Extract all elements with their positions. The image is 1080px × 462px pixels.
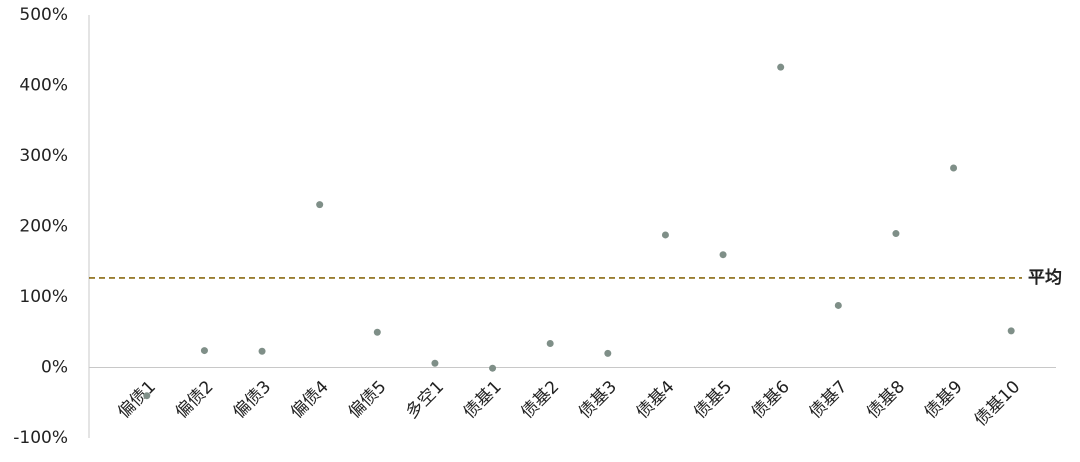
x-tick-label: 债基3 [575, 377, 621, 423]
dot [200, 347, 208, 355]
dot [777, 63, 785, 71]
x-tick-label: 债基1 [460, 377, 506, 423]
dot [546, 340, 554, 348]
x-tick-label: 偏债5 [345, 377, 391, 423]
x-tick-label: 债基7 [806, 377, 852, 423]
x-tick-label: 偏债2 [172, 377, 218, 423]
dot [373, 328, 381, 336]
x-tick-label: 债基9 [921, 377, 967, 423]
x-tick-label: 债基5 [690, 377, 736, 423]
x-tick-label: 偏债1 [114, 377, 160, 423]
dot [431, 359, 439, 367]
dot [316, 201, 324, 209]
dot [1007, 327, 1015, 335]
dot [950, 164, 958, 172]
x-tick-label: 债基6 [748, 377, 794, 423]
x-tick-label: 多空1 [402, 377, 448, 423]
dot [719, 251, 727, 259]
x-tick-label: 债基4 [633, 377, 679, 423]
dot [489, 364, 497, 372]
dot [834, 301, 842, 309]
dot [258, 347, 266, 355]
dot [892, 230, 900, 238]
y-tick-label: 200% [19, 217, 68, 237]
x-tick-label: 偏债4 [287, 377, 333, 423]
y-tick-label: 300% [19, 146, 68, 166]
y-tick-label: 400% [19, 76, 68, 96]
y-tick-label: 0% [41, 358, 68, 378]
x-tick-label: 债基8 [863, 377, 909, 423]
x-tick-label: 债基2 [517, 377, 563, 423]
dot [143, 392, 151, 400]
y-tick-label: 500% [19, 5, 68, 25]
x-tick-label: 偏债3 [229, 377, 275, 423]
dot [604, 349, 612, 357]
average-label: 平均 [1028, 267, 1062, 288]
y-tick-label: -100% [13, 428, 68, 448]
y-tick-label: 100% [19, 287, 68, 307]
x-tick-label: 债基10 [971, 377, 1024, 430]
dot [661, 231, 669, 239]
